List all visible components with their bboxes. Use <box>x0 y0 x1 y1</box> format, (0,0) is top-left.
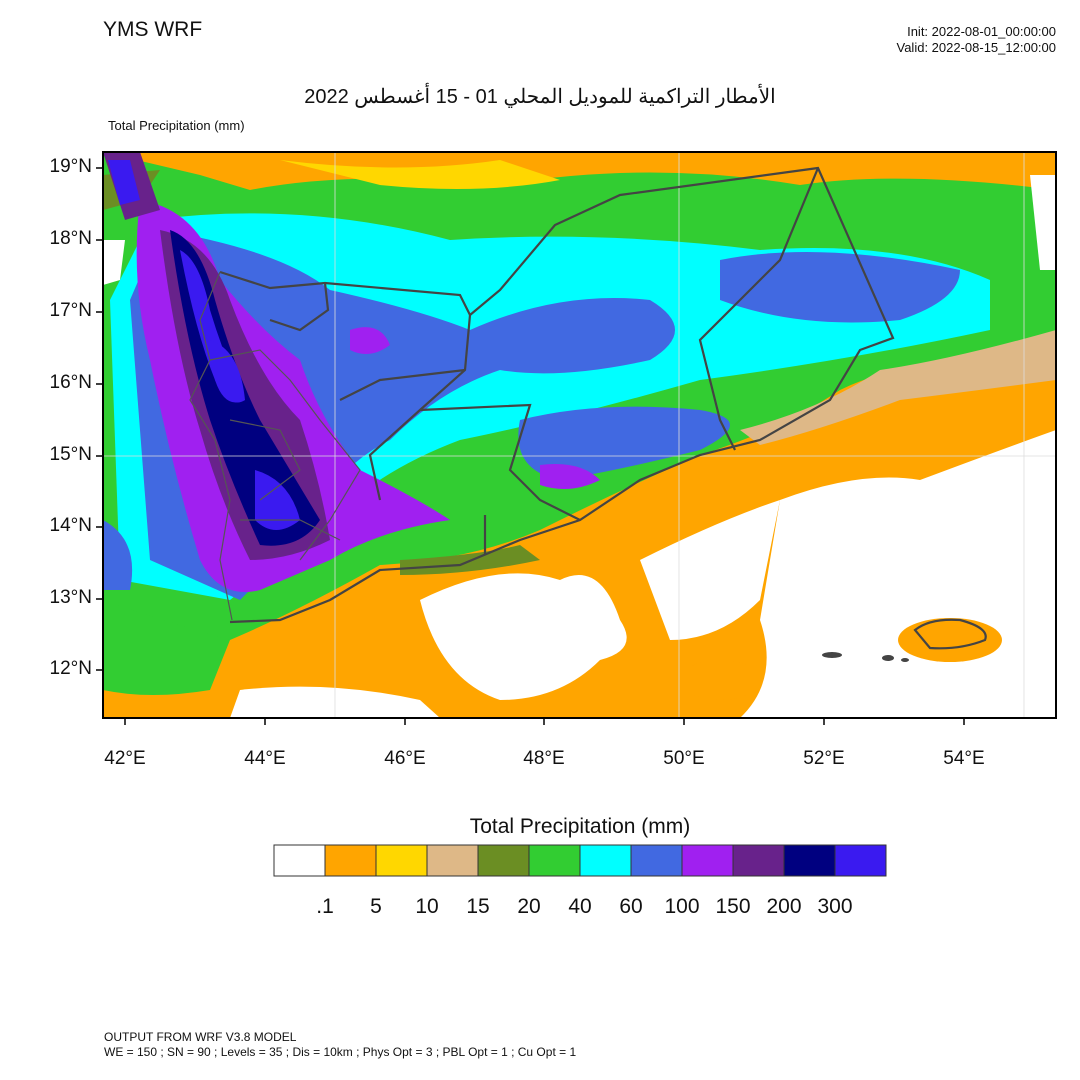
brand-label: YMS WRF <box>103 18 203 41</box>
model-config: WE = 150 ; SN = 90 ; Levels = 35 ; Dis =… <box>104 1045 577 1059</box>
model-version: OUTPUT FROM WRF V3.8 MODEL <box>104 1030 297 1044</box>
colorbar-swatch <box>630 844 683 877</box>
colorbar <box>273 844 887 877</box>
lon-label: 54°E <box>943 748 985 769</box>
colorbar-label: 5 <box>370 895 382 918</box>
graticule <box>103 152 1056 718</box>
lat-label: 18°N <box>49 228 92 249</box>
colorbar-label: 20 <box>517 895 541 918</box>
axis-ticks <box>96 167 965 725</box>
colorbar-label: .1 <box>316 895 334 918</box>
colorbar-swatch <box>375 844 428 877</box>
colorbar-label: 10 <box>415 895 439 918</box>
colorbar-swatch <box>834 844 887 877</box>
lon-label: 48°E <box>523 748 565 769</box>
lat-label: 12°N <box>49 658 92 679</box>
colorbar-swatch <box>477 844 530 877</box>
colorbar-label: 100 <box>664 895 700 918</box>
colorbar-swatch <box>732 844 785 877</box>
colorbar-label: 15 <box>466 895 490 918</box>
country-boundaries <box>219 166 987 650</box>
colorbar-title: Total Precipitation (mm) <box>469 815 691 838</box>
colorbar-swatch <box>273 844 326 877</box>
lat-label: 15°N <box>49 444 92 465</box>
lon-label: 50°E <box>663 748 705 769</box>
model-info: OUTPUT FROM WRF V3.8 MODEL WE = 150 ; SN… <box>104 1030 576 1060</box>
valid-time: Valid: 2022-08-15_12:00:00 <box>896 40 1057 55</box>
colorbar-label: 60 <box>619 895 643 918</box>
precipitation-field <box>103 152 1056 718</box>
lat-label: 17°N <box>49 300 92 321</box>
islands <box>822 652 909 662</box>
lon-label: 42°E <box>104 748 146 769</box>
lon-label: 44°E <box>244 748 286 769</box>
colorbar-swatch <box>579 844 632 877</box>
governorate-boundaries <box>189 271 361 621</box>
colorbar-swatch <box>426 844 479 877</box>
colorbar-swatch <box>324 844 377 877</box>
colorbar-swatch <box>528 844 581 877</box>
colorbar-swatch <box>681 844 734 877</box>
lon-label: 52°E <box>803 748 845 769</box>
map-title: الأمطار التراكمية للموديل المحلي 01 - 15… <box>304 86 776 108</box>
init-time: Init: 2022-08-01_00:00:00 <box>907 24 1056 39</box>
colorbar-label: 200 <box>766 895 802 918</box>
colorbar-label: 150 <box>715 895 751 918</box>
run-times: Init: 2022-08-01_00:00:00 Valid: 2022-08… <box>897 24 1057 56</box>
lat-label: 14°N <box>49 515 92 536</box>
lon-label: 46°E <box>384 748 426 769</box>
field-label: Total Precipitation (mm) <box>108 118 245 133</box>
lat-label: 13°N <box>49 587 92 608</box>
colorbar-swatch <box>783 844 836 877</box>
colorbar-label: 300 <box>817 895 853 918</box>
map-frame <box>102 151 1057 719</box>
lat-label: 16°N <box>49 372 92 393</box>
colorbar-label: 40 <box>568 895 592 918</box>
lat-label: 19°N <box>49 156 92 177</box>
